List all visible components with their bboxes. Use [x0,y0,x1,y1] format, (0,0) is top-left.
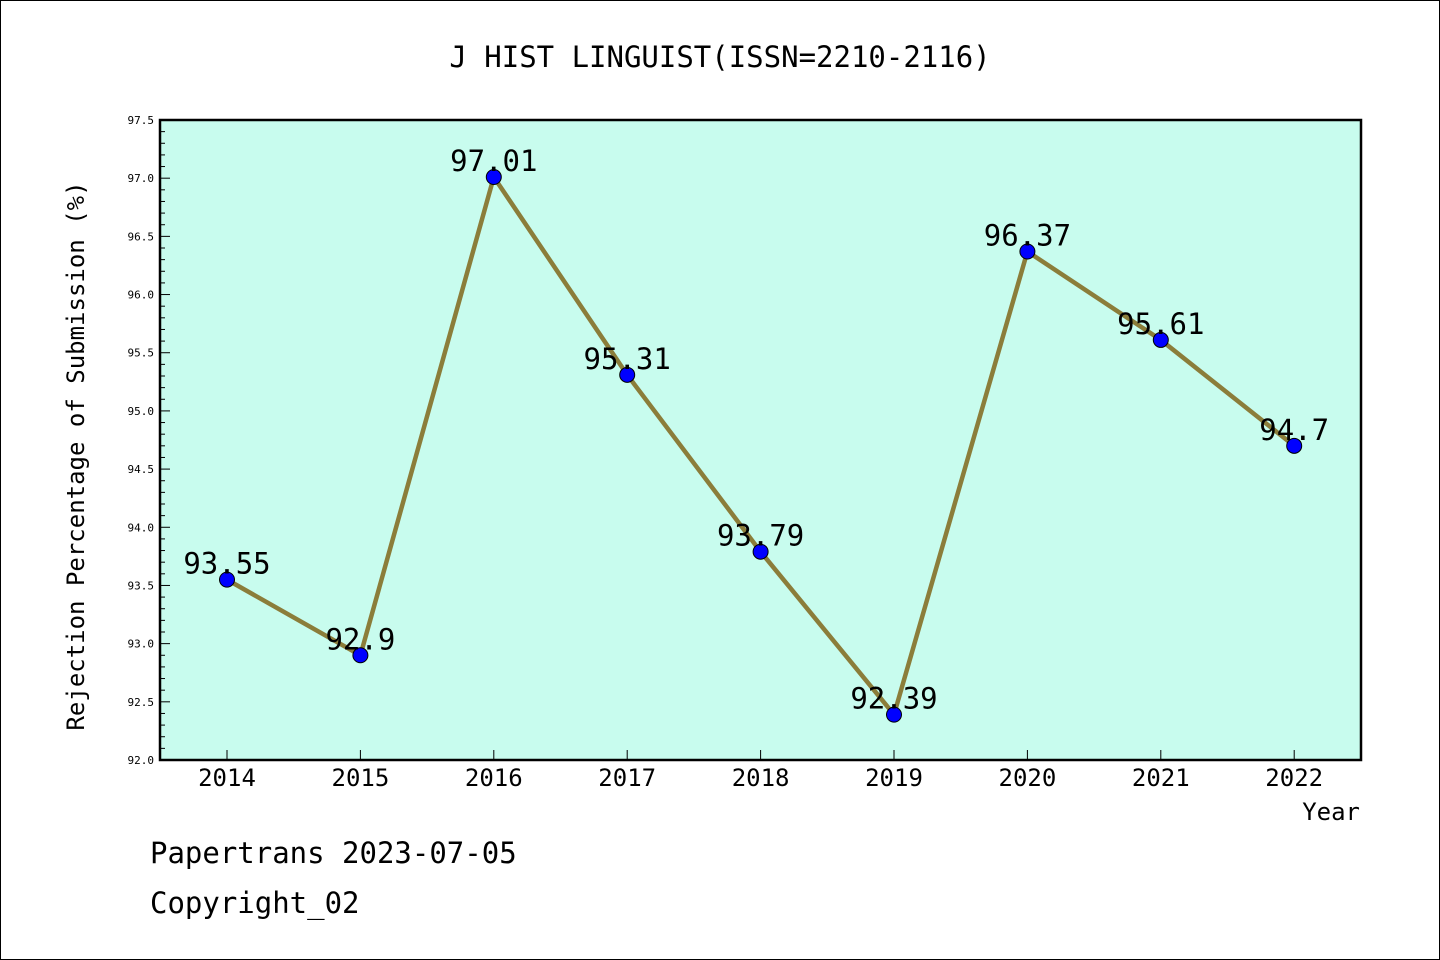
footer-copyright: Copyright_02 [150,886,360,920]
x-tick-label: 2017 [598,764,656,792]
y-tick-label: 95.5 [128,347,155,360]
y-axis-label: Rejection Percentage of Submission (%) [62,181,90,730]
y-tick-label: 97.5 [128,114,155,127]
x-tick-label: 2021 [1132,764,1190,792]
y-tick-label: 97.0 [128,172,155,185]
y-tick-label: 94.5 [128,463,155,476]
data-label: 95.61 [1117,307,1204,341]
data-label: 92.39 [850,682,937,716]
data-label: 94.7 [1259,413,1329,447]
data-label: 93.79 [717,519,804,553]
data-label: 93.55 [183,547,270,581]
data-label: 97.01 [450,144,537,178]
data-point [752,543,769,560]
y-axis: 92.0 92.5 93.0 93.5 94.0 94.5 95.0 95.5 96.0 96.5… [128,114,170,767]
data-labels: 93.55 92.9 97.01 95.31 93.79 92.39 96.37 95.61 9… [183,144,1329,716]
series-markers [219,169,1303,723]
y-tick-label: 96.0 [128,289,155,302]
x-tick-label: 2018 [732,764,790,792]
y-tick-label: 92.0 [128,754,155,767]
data-point [1286,437,1303,454]
x-tick-label: 2022 [1265,764,1323,792]
x-tick-label: 2019 [865,764,923,792]
data-label: 92.9 [325,622,395,656]
plot-area [158,118,1363,762]
x-tick-label: 2014 [198,764,256,792]
chart-title: J HIST LINGUIST(ISSN=2210-2116) [449,40,990,74]
data-label: 95.31 [584,342,671,376]
x-axis-label: Year [1302,798,1360,826]
footer-credit: Papertrans 2023-07-05 [150,836,517,870]
y-tick-label: 95.0 [128,405,155,418]
x-axis: 2014 2015 2016 2017 2018 2019 2020 2021 2022 [198,750,1323,792]
y-tick-label: 94.0 [128,521,155,534]
y-tick-label: 93.0 [128,638,155,651]
data-point [485,169,502,186]
x-tick-label: 2016 [465,764,523,792]
data-point [1019,243,1036,260]
y-tick-label: 96.5 [128,230,155,243]
y-tick-label: 93.5 [128,579,155,592]
data-point [352,647,369,664]
data-label: 96.37 [984,218,1071,252]
y-tick-label: 92.5 [128,696,155,709]
data-point [886,706,902,723]
x-tick-label: 2020 [999,764,1057,792]
data-point [619,366,636,383]
data-point [1152,331,1169,348]
x-tick-label: 2015 [332,764,390,792]
data-point [219,571,235,588]
